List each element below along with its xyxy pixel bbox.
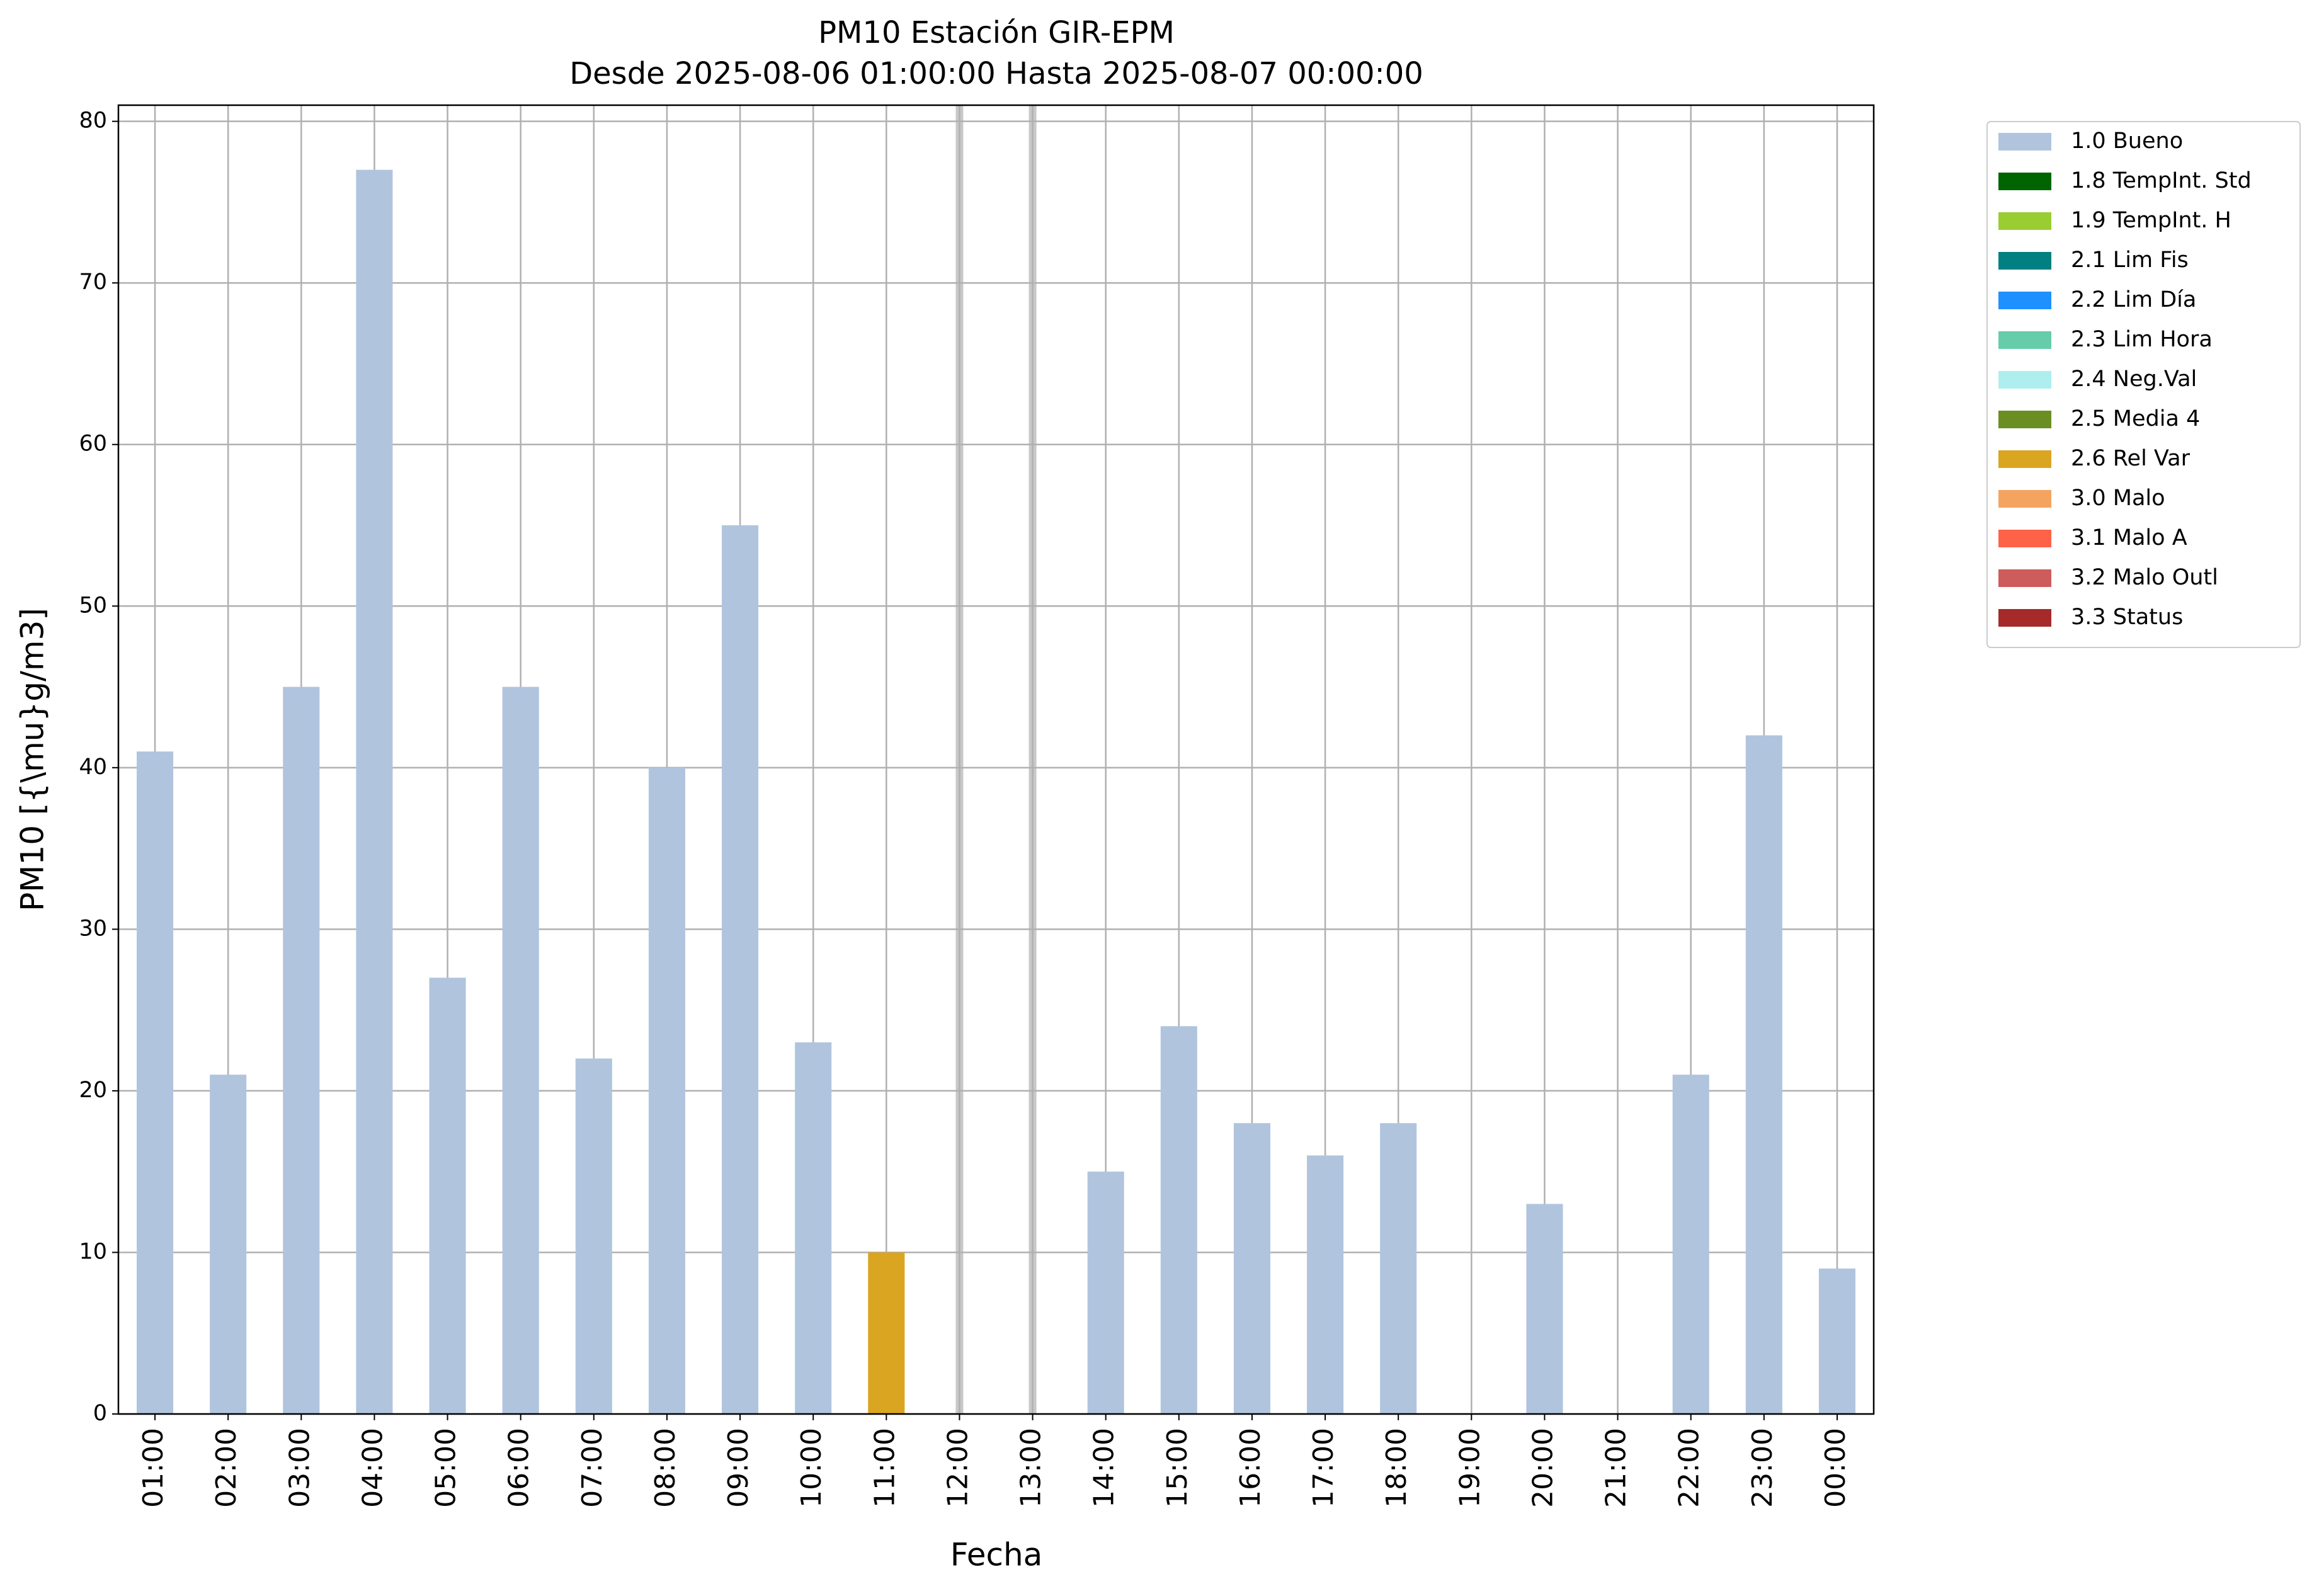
x-tick-label: 12:00 <box>942 1428 974 1508</box>
bar <box>722 525 759 1414</box>
bar <box>1087 1171 1124 1414</box>
legend-swatch <box>1998 133 2051 151</box>
x-tick-label: 09:00 <box>722 1428 755 1508</box>
bar <box>1160 1026 1197 1414</box>
bar <box>575 1058 612 1414</box>
bar <box>1380 1123 1417 1414</box>
x-tick-label: 20:00 <box>1527 1428 1559 1508</box>
y-tick-label: 80 <box>79 108 107 134</box>
x-tick-label: 03:00 <box>283 1428 316 1508</box>
x-tick-label: 21:00 <box>1600 1428 1632 1508</box>
legend-swatch <box>1998 252 2051 270</box>
legend-label: 3.2 Malo Outl <box>2071 565 2218 590</box>
x-tick-label: 04:00 <box>356 1428 389 1508</box>
legend-label: 2.2 Lim Día <box>2071 287 2196 312</box>
bar <box>1818 1268 1855 1414</box>
legend-swatch <box>1998 371 2051 389</box>
x-tick-label: 22:00 <box>1673 1428 1706 1508</box>
bar <box>648 767 685 1414</box>
x-tick-label: 07:00 <box>576 1428 608 1508</box>
legend-swatch <box>1998 411 2051 428</box>
legend-label: 3.3 Status <box>2071 605 2183 630</box>
x-tick-label: 11:00 <box>869 1428 901 1508</box>
legend-label: 2.4 Neg.Val <box>2071 367 2197 392</box>
bar <box>1526 1204 1563 1414</box>
x-tick-label: 06:00 <box>503 1428 535 1508</box>
legend-label: 1.8 TempInt. Std <box>2071 168 2252 193</box>
legend-label: 1.0 Bueno <box>2071 128 2183 154</box>
y-tick-label: 20 <box>79 1078 107 1103</box>
chart-subtitle: Desde 2025-08-06 01:00:00 Hasta 2025-08-… <box>569 56 1423 91</box>
x-tick-label: 10:00 <box>795 1428 828 1508</box>
legend-label: 2.3 Lim Hora <box>2071 327 2213 352</box>
y-tick-label: 10 <box>79 1239 107 1264</box>
bar <box>502 687 539 1414</box>
y-tick-label: 30 <box>79 916 107 941</box>
x-tick-label: 05:00 <box>430 1428 462 1508</box>
y-tick-label: 40 <box>79 755 107 780</box>
y-tick-label: 60 <box>79 431 107 457</box>
legend-label: 2.5 Media 4 <box>2071 406 2200 431</box>
bar <box>356 169 393 1414</box>
legend-swatch <box>1998 450 2051 468</box>
legend-swatch <box>1998 490 2051 508</box>
x-axis-label: Fecha <box>950 1537 1043 1573</box>
legend-label: 3.1 Malo A <box>2071 525 2187 550</box>
x-tick-label: 16:00 <box>1234 1428 1267 1508</box>
legend-swatch <box>1998 331 2051 349</box>
x-tick-label: 14:00 <box>1088 1428 1120 1508</box>
x-tick-label: 08:00 <box>649 1428 681 1508</box>
bar <box>1745 735 1782 1414</box>
bar <box>283 687 320 1414</box>
x-tick-label: 01:00 <box>137 1428 169 1508</box>
plot-frame <box>117 104 1875 1415</box>
bar <box>1233 1123 1270 1414</box>
legend-swatch <box>1998 609 2051 627</box>
y-tick-label: 50 <box>79 593 107 618</box>
y-tick-label: 70 <box>79 270 107 295</box>
legend-swatch <box>1998 292 2051 309</box>
chart-title: PM10 Estación GIR-EPM <box>818 15 1175 50</box>
x-tick-label: 00:00 <box>1820 1428 1852 1508</box>
y-axis-label: PM10 [{\mu}g/m3] <box>14 608 51 911</box>
x-tick-label: 17:00 <box>1308 1428 1340 1508</box>
bar <box>137 751 174 1414</box>
x-tick-label: 18:00 <box>1381 1428 1413 1508</box>
x-tick-label: 02:00 <box>210 1428 242 1508</box>
legend-box <box>1986 121 2301 648</box>
y-tick-label: 0 <box>93 1401 107 1426</box>
legend-label: 3.0 Malo <box>2071 486 2165 511</box>
x-tick-label: 15:00 <box>1161 1428 1194 1508</box>
legend-swatch <box>1998 173 2051 190</box>
legend-swatch <box>1998 212 2051 230</box>
legend-swatch <box>1998 530 2051 547</box>
bar <box>210 1074 247 1414</box>
bar <box>1307 1155 1344 1414</box>
bar <box>868 1252 905 1414</box>
legend-swatch <box>1998 569 2051 587</box>
x-tick-label: 13:00 <box>1015 1428 1047 1508</box>
legend-label: 1.9 TempInt. H <box>2071 208 2231 233</box>
bar <box>1672 1074 1709 1414</box>
x-tick-label: 23:00 <box>1746 1428 1779 1508</box>
legend-label: 2.1 Lim Fis <box>2071 248 2189 273</box>
x-tick-label: 19:00 <box>1454 1428 1486 1508</box>
legend-label: 2.6 Rel Var <box>2071 446 2191 471</box>
bar <box>795 1042 832 1414</box>
bar <box>429 978 466 1414</box>
